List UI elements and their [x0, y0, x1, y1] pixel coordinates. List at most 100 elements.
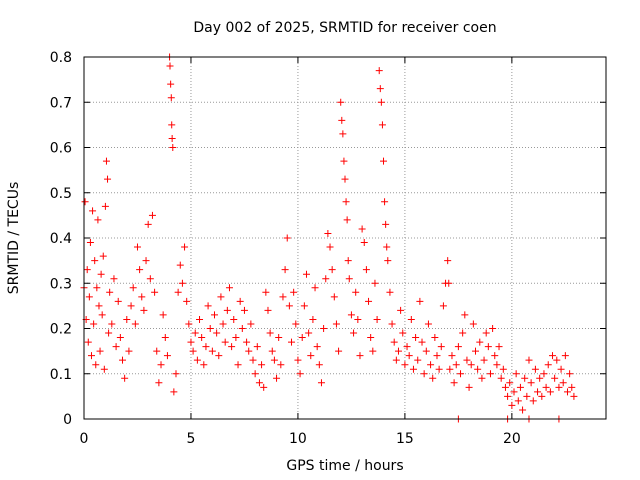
data-point	[211, 311, 218, 319]
data-point	[225, 284, 233, 292]
data-point	[570, 392, 578, 400]
data-point	[437, 343, 445, 351]
data-point	[92, 361, 100, 369]
data-point	[249, 356, 257, 364]
data-point	[219, 320, 227, 328]
data-point	[414, 356, 422, 364]
data-point	[170, 388, 178, 396]
data-point	[450, 379, 458, 387]
data-point	[412, 334, 420, 342]
y-tick-label: 0.6	[50, 141, 72, 157]
data-point	[123, 315, 131, 323]
data-point	[489, 325, 497, 332]
data-point	[247, 320, 255, 328]
data-point	[463, 356, 471, 364]
data-point	[512, 370, 520, 378]
data-point	[371, 279, 379, 287]
data-point	[504, 392, 512, 400]
data-point	[378, 121, 386, 129]
data-point	[155, 379, 163, 387]
data-point	[217, 293, 225, 301]
data-point	[332, 320, 340, 328]
data-point	[568, 383, 576, 391]
y-axis-label: SRMTID / TECUs	[6, 182, 22, 295]
data-point	[258, 361, 266, 369]
data-point	[187, 338, 195, 346]
data-point	[230, 315, 238, 323]
data-point	[390, 338, 398, 346]
data-point	[302, 270, 310, 278]
data-point	[243, 338, 251, 346]
data-point	[151, 288, 159, 296]
data-point	[185, 320, 193, 328]
data-point	[119, 356, 127, 364]
data-point	[84, 338, 92, 346]
y-tick-label: 0.7	[50, 95, 72, 111]
data-point	[266, 329, 274, 337]
data-point	[514, 397, 522, 405]
data-point	[352, 288, 360, 296]
data-point	[427, 361, 435, 369]
data-point	[418, 338, 426, 346]
data-point	[196, 315, 204, 323]
data-point	[105, 329, 113, 337]
data-point	[204, 302, 212, 310]
data-point	[362, 266, 370, 274]
data-point	[551, 374, 559, 382]
data-point	[317, 379, 325, 387]
data-point	[95, 302, 103, 310]
data-point	[484, 343, 492, 351]
data-point	[360, 239, 368, 247]
data-point	[563, 388, 571, 396]
data-point	[491, 352, 499, 360]
data-point	[94, 216, 102, 224]
data-point	[285, 302, 293, 310]
data-point	[335, 347, 343, 355]
data-point	[384, 257, 392, 265]
data-point	[191, 329, 199, 337]
data-point	[405, 352, 413, 360]
data-point	[193, 356, 201, 364]
data-point	[478, 374, 486, 382]
data-point	[114, 297, 122, 305]
data-point	[168, 121, 176, 129]
data-point	[439, 302, 447, 310]
data-point	[298, 334, 306, 342]
data-point	[307, 352, 315, 360]
data-point	[403, 343, 411, 351]
y-tick-label: 0.2	[50, 322, 72, 338]
data-point	[365, 297, 373, 305]
data-point	[89, 207, 97, 215]
data-point	[234, 361, 242, 369]
data-point	[341, 175, 349, 183]
data-point	[181, 243, 189, 251]
data-point	[296, 370, 304, 378]
data-point	[386, 288, 394, 296]
data-point	[322, 275, 330, 283]
data-point	[416, 297, 424, 305]
y-tick-label: 0.5	[50, 186, 72, 202]
data-point	[540, 370, 548, 378]
x-tick-label: 15	[396, 431, 414, 447]
data-point	[493, 361, 501, 369]
data-point	[469, 320, 477, 328]
data-point	[221, 338, 229, 346]
data-point	[380, 157, 388, 165]
data-point	[523, 392, 531, 400]
data-point	[345, 275, 353, 283]
x-tick-label: 0	[80, 431, 89, 447]
data-point	[497, 374, 505, 382]
data-point	[268, 347, 276, 355]
data-point	[116, 334, 124, 342]
data-point	[542, 383, 550, 391]
data-point	[446, 365, 454, 373]
data-point	[315, 361, 323, 369]
data-point	[138, 293, 146, 301]
data-point	[228, 343, 236, 351]
data-point	[338, 116, 346, 124]
data-point	[108, 320, 116, 328]
data-point	[213, 329, 221, 337]
data-point	[350, 329, 358, 337]
